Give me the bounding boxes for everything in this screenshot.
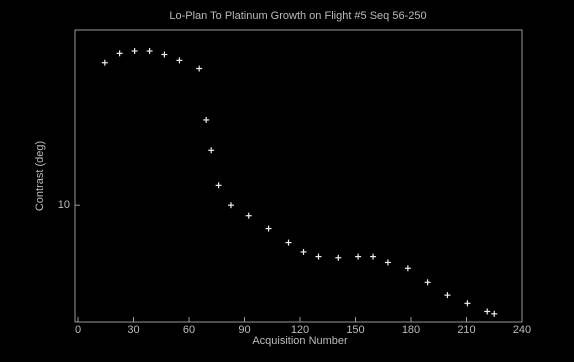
data-point bbox=[285, 239, 292, 246]
x-tick-label: 60 bbox=[183, 324, 195, 336]
data-point bbox=[315, 253, 322, 260]
data-point bbox=[245, 212, 252, 219]
data-point bbox=[227, 202, 234, 209]
data-point bbox=[491, 310, 498, 317]
x-axis-label: Acquisition Number bbox=[252, 335, 348, 347]
data-point bbox=[146, 48, 153, 55]
data-point bbox=[484, 308, 491, 315]
data-point bbox=[176, 57, 183, 64]
data-point bbox=[265, 225, 272, 232]
data-point bbox=[444, 292, 451, 299]
data-point bbox=[101, 59, 108, 66]
x-tick-label: 150 bbox=[346, 324, 364, 336]
x-tick-label: 30 bbox=[127, 324, 139, 336]
y-tick-label: 10 bbox=[58, 199, 70, 211]
data-point bbox=[355, 253, 362, 260]
data-point bbox=[404, 265, 411, 272]
data-point bbox=[370, 253, 377, 260]
data-point bbox=[215, 182, 222, 189]
x-tick-label: 120 bbox=[291, 324, 309, 336]
data-point bbox=[116, 50, 123, 57]
data-point bbox=[203, 116, 210, 123]
data-point bbox=[208, 147, 215, 154]
chart-title: Lo-Plan To Platinum Growth on Flight #5 … bbox=[169, 10, 426, 22]
y-axis-label: Contrast (deg) bbox=[34, 141, 46, 211]
data-point bbox=[196, 65, 203, 72]
x-tick-label: 0 bbox=[75, 324, 81, 336]
x-tick-label: 210 bbox=[457, 324, 475, 336]
data-point bbox=[131, 48, 138, 55]
data-point bbox=[300, 248, 307, 255]
x-tick-label: 240 bbox=[513, 324, 531, 336]
data-point bbox=[464, 300, 471, 307]
x-tick-label: 180 bbox=[402, 324, 420, 336]
data-point bbox=[384, 259, 391, 266]
data-point bbox=[335, 254, 342, 261]
x-tick-label: 90 bbox=[238, 324, 250, 336]
plot-frame bbox=[74, 29, 523, 323]
data-point bbox=[424, 279, 431, 286]
data-point bbox=[161, 51, 168, 58]
